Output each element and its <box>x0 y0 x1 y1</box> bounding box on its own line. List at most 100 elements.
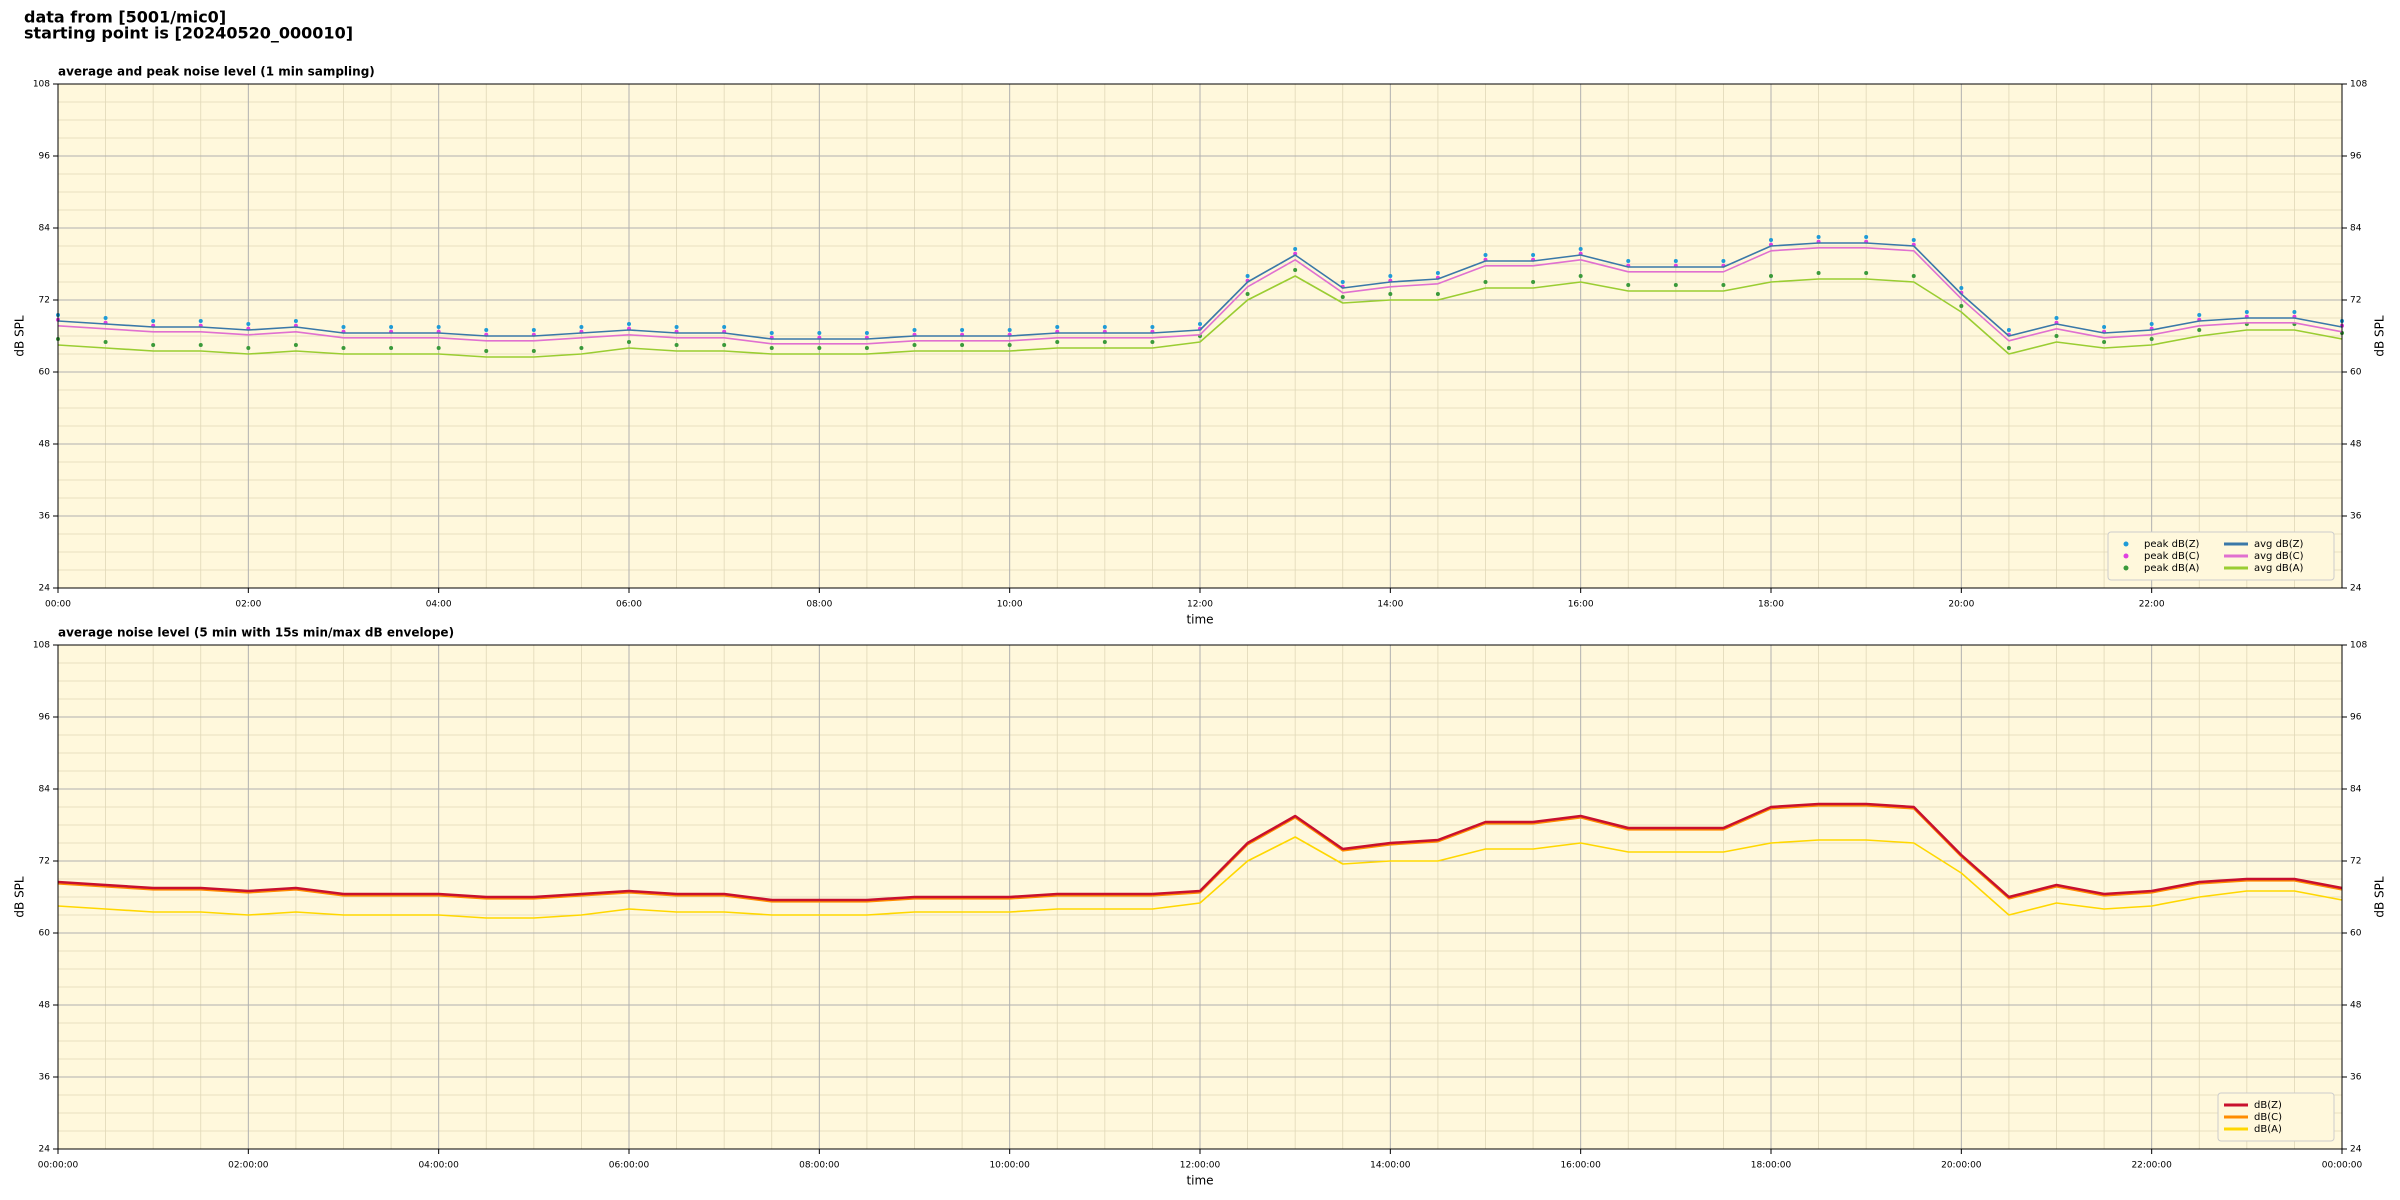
data-point <box>341 325 346 329</box>
data-point <box>579 325 584 329</box>
data-line <box>57 242 2343 340</box>
data-point <box>2197 313 2202 317</box>
data-point <box>389 325 394 329</box>
x-tick-label: 18:00:00 <box>1751 1161 1792 1171</box>
y-tick-label: 108 <box>33 80 50 90</box>
data-point <box>722 343 727 347</box>
data-point <box>1959 304 1964 308</box>
data-point <box>912 343 917 347</box>
x-tick-label: 10:00 <box>997 600 1023 610</box>
y-tick-label: 36 <box>2350 1073 2362 1083</box>
x-tick-label: 06:00 <box>616 600 642 610</box>
data-point <box>1864 271 1869 275</box>
data-point <box>1245 292 1250 296</box>
x-tick-label: 00:00:00 <box>2322 1161 2363 1171</box>
data-point <box>1673 259 1678 263</box>
data-point <box>722 325 727 329</box>
data-point <box>103 316 108 320</box>
data-line <box>57 836 2343 919</box>
y-tick-label: 24 <box>39 1145 51 1155</box>
x-tick-label: 20:00:00 <box>1941 1161 1982 1171</box>
data-point <box>436 325 441 329</box>
y-tick-label: 72 <box>2350 296 2361 306</box>
data-point <box>1626 283 1631 287</box>
x-tick-label: 12:00 <box>1187 600 1213 610</box>
data-point <box>2149 322 2154 326</box>
y-tick-label: 72 <box>2350 857 2361 867</box>
data-point <box>2244 310 2249 314</box>
x-axis-label: time <box>1186 613 1213 627</box>
data-point <box>1578 247 1583 251</box>
data-point <box>769 346 774 350</box>
data-point <box>817 346 822 350</box>
data-point <box>198 319 203 323</box>
data-point <box>960 328 965 332</box>
data-point <box>1531 280 1536 284</box>
x-tick-label: 00:00 <box>45 600 71 610</box>
data-point <box>1816 235 1821 239</box>
legend-label: peak dB(Z) <box>2144 539 2200 550</box>
legend-marker <box>2123 541 2129 547</box>
plot-frame <box>57 83 2343 589</box>
data-point <box>151 319 156 323</box>
data-point <box>1769 238 1773 242</box>
legend-marker <box>2123 565 2129 571</box>
x-tick-label: 22:00:00 <box>2131 1161 2172 1171</box>
x-tick-label: 16:00:00 <box>1560 1161 1601 1171</box>
data-point <box>1911 274 1916 278</box>
data-point <box>246 322 251 326</box>
data-point <box>1531 253 1536 257</box>
y-tick-label: 48 <box>2350 440 2362 450</box>
y-tick-label: 36 <box>39 1073 51 1083</box>
x-tick-label: 08:00 <box>806 600 832 610</box>
data-point <box>1340 295 1345 299</box>
x-tick-label: 02:00:00 <box>228 1161 269 1171</box>
x-tick-label: 22:00 <box>2139 600 2165 610</box>
legend-marker <box>2123 553 2129 559</box>
y-tick-label: 60 <box>39 368 51 378</box>
y-tick-label: 24 <box>2350 584 2362 594</box>
y-tick-label: 96 <box>2350 152 2362 162</box>
data-point <box>1245 274 1250 278</box>
data-point <box>1435 271 1440 275</box>
data-point <box>2054 334 2059 338</box>
data-point <box>246 346 251 350</box>
data-point <box>2102 340 2107 344</box>
data-point <box>531 328 536 332</box>
legend-label: peak dB(C) <box>2144 551 2200 562</box>
y-tick-label: 48 <box>39 1001 51 1011</box>
legend-box <box>2107 531 2335 581</box>
data-point <box>2006 328 2011 332</box>
chart-title: average noise level (5 min with 15s min/… <box>58 626 454 640</box>
data-point <box>389 346 394 350</box>
y-tick-label: 84 <box>39 785 51 795</box>
data-point <box>1959 286 1964 290</box>
legend-label: dB(Z) <box>2254 1100 2282 1111</box>
data-point <box>1721 259 1726 263</box>
data-point <box>1007 328 1012 332</box>
y-tick-label: 48 <box>2350 1001 2362 1011</box>
legend-label: peak dB(A) <box>2144 563 2200 574</box>
data-point <box>912 328 917 332</box>
x-tick-label: 04:00 <box>426 600 452 610</box>
data-point <box>1007 343 1012 347</box>
x-tick-label: 18:00 <box>1758 600 1784 610</box>
data-point <box>1102 325 1107 329</box>
legend-label: avg dB(Z) <box>2254 539 2304 550</box>
data-point <box>960 343 965 347</box>
x-tick-label: 02:00 <box>235 600 261 610</box>
y-tick-label: 24 <box>2350 1145 2362 1155</box>
data-point <box>293 319 298 323</box>
data-point <box>1150 325 1155 329</box>
y-tick-label: 36 <box>39 512 51 522</box>
data-point <box>1435 292 1440 296</box>
data-point <box>1198 322 1202 326</box>
x-tick-label: 20:00 <box>1948 600 1974 610</box>
y-tick-label: 24 <box>39 584 51 594</box>
y-tick-label: 108 <box>2350 641 2367 651</box>
data-point <box>531 349 536 353</box>
x-axis-label: time <box>1186 1174 1213 1188</box>
data-point <box>817 331 822 335</box>
data-point <box>2292 310 2297 314</box>
